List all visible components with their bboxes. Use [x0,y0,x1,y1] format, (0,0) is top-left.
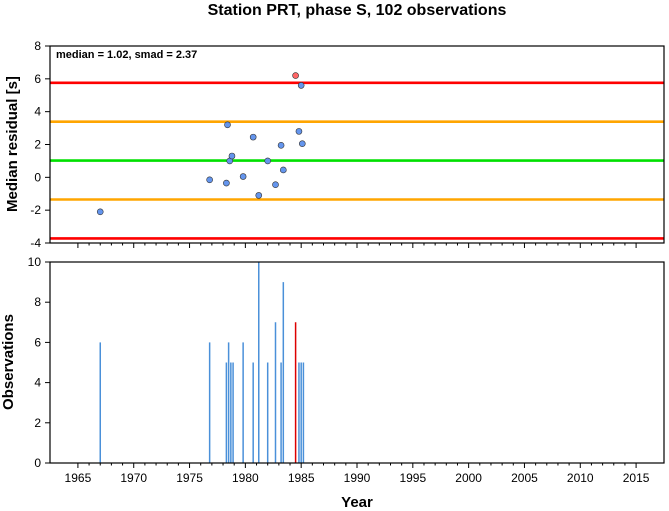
x-tick-label: 2000 [455,471,482,485]
residual-point [206,176,213,184]
x-tick-label: 1995 [399,471,426,485]
residual-points [96,72,306,216]
chart-title: Station PRT, phase S, 102 observations [208,2,507,19]
residual-point [249,133,257,141]
x-tick-label: 2015 [623,471,650,485]
y-tick-label: 8 [34,39,41,53]
x-tick-label: 1980 [232,471,259,485]
residual-plot-frame [49,45,665,244]
y-tick-label: -4 [30,236,41,250]
y-tick-label: 2 [34,416,41,430]
residual-point [264,157,271,165]
stats-annotation: median = 1.02, smad = 2.37 [56,49,197,61]
y-tick-label: 6 [34,72,41,86]
observations-plot-frame [49,261,665,464]
y-tick-label: 0 [34,170,41,184]
observations-y-axis-label: Observations [0,314,17,410]
residual-point [297,82,305,89]
y-tick-label: 2 [34,138,41,152]
y-tick-label: 10 [28,255,42,269]
y-tick-label: 0 [34,456,41,470]
x-tick-label: 1970 [120,471,147,485]
x-tick-label: 1975 [176,471,203,485]
residual-point [295,128,303,135]
residual-point [96,208,104,216]
residual-point [280,166,287,174]
observations-panel: 0 2 4 6 8 10 1965 1970 1975 1980 1985 1990 1995 2000… [0,255,665,511]
y-tick-label: 4 [34,376,41,390]
residual-point [228,152,236,160]
residual-y-axis: -4 -2 0 2 4 6 8 [30,39,50,250]
residual-point [298,140,306,147]
residual-y-axis-label: Median residual [s] [4,76,21,212]
observation-bars [99,262,305,463]
residual-point [239,173,247,180]
observations-y-axis: 0 2 4 6 8 10 [28,255,50,470]
x-tick-label: 2010 [567,471,594,485]
reference-lines [50,81,664,240]
residual-point [277,142,285,149]
y-tick-label: 4 [34,105,41,119]
residual-point [272,181,279,189]
residual-point [224,121,231,129]
x-tick-label: 2005 [511,471,538,485]
residual-x-ticks [77,243,637,248]
x-tick-label: 1990 [344,471,371,485]
residual-point [223,179,230,187]
residual-point [255,192,263,199]
residual-panel: -4 -2 0 2 4 6 8 median = 1.02, smad = 2.37 Med… [4,39,665,250]
y-tick-label: 8 [34,295,41,309]
x-axis-label: Year [341,494,373,511]
x-tick-label: 1985 [288,471,315,485]
x-tick-label: 1965 [65,471,92,485]
y-tick-label: -2 [30,203,41,217]
observations-x-axis: 1965 1970 1975 1980 1985 1990 1995 2000 2005 2010… [65,463,650,485]
residual-point [292,72,299,79]
y-tick-label: 6 [34,335,41,349]
